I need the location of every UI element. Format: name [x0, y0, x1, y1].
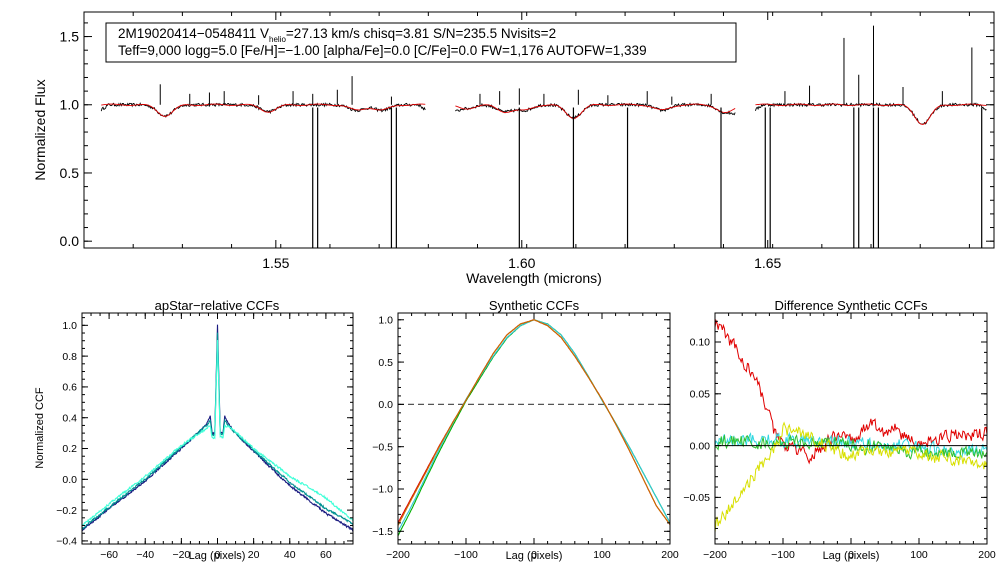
- x-tick-label: 1.65: [754, 255, 781, 271]
- x-tick-label: 200: [661, 549, 679, 561]
- x-tick-label: 0: [215, 549, 221, 561]
- apstar-title: apStar−relative CCFs: [155, 298, 280, 313]
- x-tick-label: 0: [848, 549, 854, 561]
- y-tick-label: −0.05: [683, 492, 710, 504]
- apstar-xlabel: Lag (pixels): [189, 550, 246, 562]
- series-ccf-cyan: [81, 339, 354, 527]
- x-tick-label: −100: [454, 549, 478, 561]
- difference-ticks: −200 −100 0 100 200 −0.05 0.00 0.05 0.10: [683, 313, 996, 561]
- x-tick-label: 200: [978, 549, 996, 561]
- x-tick-label: −100: [771, 549, 795, 561]
- x-tick-label: 0: [531, 549, 537, 561]
- x-tick-label: −200: [703, 549, 727, 561]
- info-line-1-suffix: =27.13 km/s chisq=3.81 S/N=235.5 Nvisits…: [286, 26, 556, 41]
- series-diff-yellow: [714, 421, 988, 533]
- spectrum-data: [100, 25, 987, 248]
- spectrum-ticks: 1.55 1.60 1.65 0.0 0.5 1.0 1.5: [60, 12, 994, 271]
- y-tick-label: 1.0: [62, 320, 77, 332]
- difference-title: Difference Synthetic CCFs: [775, 298, 928, 313]
- info-line-2: Teff=9,000 logg=5.0 [Fe/H]=−1.00 [alpha/…: [118, 43, 647, 58]
- y-tick-label: 0.5: [378, 357, 393, 369]
- spectrum-ylabel: Normalized Flux: [32, 79, 48, 180]
- y-tick-label: 0.5: [60, 165, 80, 181]
- y-tick-label: −0.2: [56, 505, 77, 517]
- y-tick-label: 1.0: [60, 97, 80, 113]
- x-tick-label: 100: [910, 549, 928, 561]
- x-tick-label: −60: [100, 549, 118, 561]
- series-diff-green: [714, 434, 988, 461]
- y-tick-label: 0.4: [62, 412, 77, 424]
- x-tick-label: −20: [172, 549, 190, 561]
- apstar-ccf-panel: −60 −40 −20 0 20 40 60 −0.4 −0.2 0.0 0.2 0.4 0.6 0.8 1…: [34, 298, 354, 562]
- difference-ccf-panel: −200 −100 0 100 200 −0.05 0.00 0.05 0.10 Differe…: [683, 298, 995, 562]
- info-line-1-subscript: helio: [269, 35, 286, 44]
- apstar-ccf-data: [81, 324, 354, 532]
- synthetic-ccf-data: [397, 319, 671, 536]
- synthetic-xlabel: Lag (pixels): [506, 550, 563, 562]
- y-tick-label: 0.0: [62, 474, 77, 486]
- y-tick-label: 0.0: [378, 399, 393, 411]
- series-ccf-teal: [81, 332, 354, 531]
- model-spectrum-chip-2: [455, 103, 736, 119]
- synthetic-ccf-panel: −200 −100 0 100 200 −1.5 −1.0 −0.5 0.0 0.5 1.0 Syn…: [372, 298, 679, 562]
- series-diff-cyan: [714, 431, 988, 460]
- apstar-ylabel: Normalized CCF: [34, 387, 46, 469]
- y-tick-label: 0.0: [60, 233, 80, 249]
- y-tick-label: −0.5: [372, 441, 393, 453]
- x-tick-label: 1.55: [262, 255, 289, 271]
- x-tick-label: 40: [284, 549, 296, 561]
- model-spectrum-chip-3: [755, 103, 987, 125]
- y-tick-label: 1.0: [378, 314, 393, 326]
- series-ccf-navy: [81, 324, 354, 532]
- y-tick-label: −0.4: [56, 536, 77, 548]
- y-tick-label: −1.0: [372, 484, 393, 496]
- x-tick-label: 60: [320, 549, 332, 561]
- x-tick-label: 20: [248, 549, 260, 561]
- x-tick-label: 1.60: [508, 255, 535, 271]
- y-tick-label: 0.6: [62, 382, 77, 394]
- spectrum-axes-frame: [83, 11, 995, 249]
- y-tick-label: 0.05: [690, 388, 711, 400]
- model-spectrum-chip-1: [101, 103, 426, 117]
- series-diff-red: [714, 318, 988, 465]
- spectrum-xlabel: Wavelength (microns): [466, 270, 602, 286]
- difference-ccf-data: [714, 318, 988, 533]
- x-tick-label: 100: [593, 549, 611, 561]
- synthetic-ticks: −200 −100 0 100 200 −1.5 −1.0 −0.5 0.0 0.5 1.0: [372, 313, 679, 561]
- series-syn-orange: [397, 319, 671, 526]
- y-tick-label: 1.5: [60, 28, 80, 44]
- difference-xlabel: Lag (pixels): [823, 550, 880, 562]
- y-tick-label: 0.00: [690, 440, 711, 452]
- apstar-ticks: −60 −40 −20 0 20 40 60 −0.4 −0.2 0.0 0.2 0.4 0.6 0.8 1…: [56, 313, 354, 561]
- synthetic-title: Synthetic CCFs: [489, 298, 580, 313]
- observed-spectrum-chip-2: [455, 102, 736, 121]
- x-tick-label: −200: [386, 549, 410, 561]
- info-box: [105, 22, 737, 63]
- y-tick-label: −1.5: [372, 526, 393, 538]
- info-line-1: 2M19020414−0548411 Vhelio=27.13 km/s chi…: [118, 26, 556, 44]
- x-tick-label: −40: [136, 549, 154, 561]
- y-tick-label: 0.8: [62, 351, 77, 363]
- info-line-1-prefix: 2M19020414−0548411 V: [118, 26, 269, 41]
- y-tick-label: 0.10: [690, 337, 711, 349]
- y-tick-label: 0.2: [62, 443, 77, 455]
- spectrum-panel: 1.55 1.60 1.65 0.0 0.5 1.0 1.5 2M19020414−0548…: [32, 11, 995, 286]
